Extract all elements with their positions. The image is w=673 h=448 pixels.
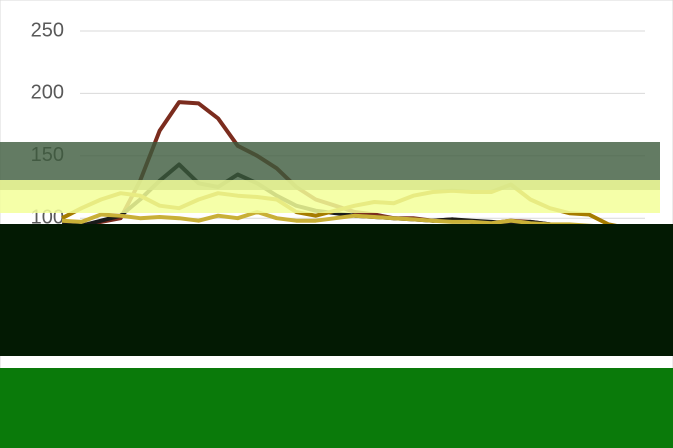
- overlay-block: [0, 224, 673, 356]
- y-tick-label: 200: [31, 82, 64, 104]
- series-line: [61, 210, 629, 231]
- y-tick-label: 250: [31, 19, 64, 41]
- overlay-band: [0, 180, 660, 213]
- overlay-block: [0, 368, 673, 448]
